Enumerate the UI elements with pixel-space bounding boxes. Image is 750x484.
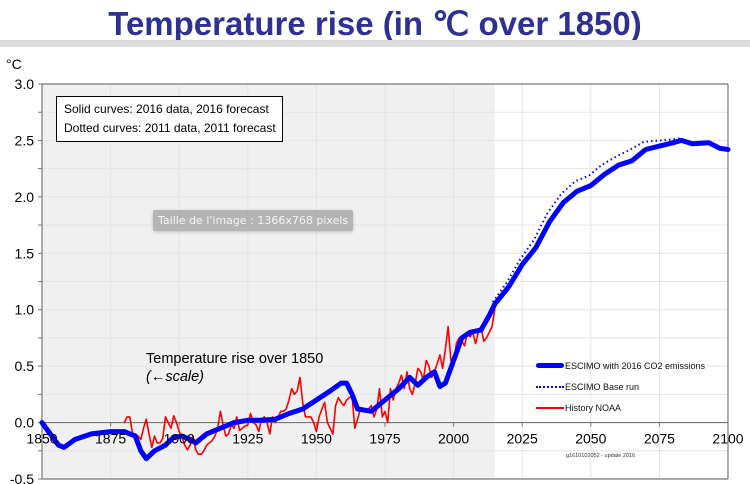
x-tick-label: 1925 [232, 431, 263, 447]
y-tick-label: 1.5 [15, 245, 35, 261]
legend-swatch-red [536, 406, 564, 409]
info-dotted-curves: Dotted curves: 2011 data, 2011 forecast [64, 121, 276, 135]
x-tick-label: 1875 [95, 431, 126, 447]
slide-title: Temperature rise (in ℃ over 1850) [108, 5, 642, 42]
y-tick-label: -0.5 [10, 471, 34, 484]
legend-item-escimo-2016: ESCIMO with 2016 CO2 emissions [536, 355, 705, 376]
image-size-tooltip: Taille de l'image : 1366x768 pixels [153, 210, 354, 231]
x-tick-label: 2000 [438, 431, 469, 447]
info-solid-curves: Solid curves: 2016 data, 2016 forecast [64, 102, 269, 116]
chart-legend: ESCIMO with 2016 CO2 emissions ESCIMO Ba… [536, 355, 705, 418]
x-tick-label: 2050 [575, 431, 606, 447]
series-escimo-base-run [491, 137, 680, 303]
x-tick-label: 2075 [644, 431, 675, 447]
series-lines [39, 137, 731, 462]
legend-item-noaa: History NOAA [536, 397, 705, 418]
annotation-line-2: (←scale) [146, 369, 205, 385]
series-escimo-with-2016-co2-emissions [39, 137, 731, 462]
tick-labels: 3.0 2.5 2.0 1.5 1.0 0.5 0.0 -0.5 1850 1875 1900 192… [10, 76, 744, 484]
x-tick-label: 2100 [712, 431, 743, 447]
legend-swatch-dotted [536, 385, 564, 388]
chart-footnote: g1610102052 - update 2016 [566, 453, 636, 459]
legend-label: History NOAA [565, 402, 622, 413]
y-tick-label: 3.0 [15, 76, 35, 92]
x-tick-label: 1850 [26, 431, 57, 447]
legend-label: ESCIMO with 2016 CO2 emissions [565, 360, 706, 371]
y-tick-label: 2.5 [15, 132, 35, 148]
y-tick-label: 1.0 [15, 302, 35, 318]
y-tick-label: 0.5 [15, 358, 35, 374]
legend-label: ESCIMO Base run [565, 381, 640, 392]
y-axis-unit: °C [6, 56, 22, 72]
x-tick-label: 1950 [301, 431, 332, 447]
legend-swatch-solid-thick [536, 363, 564, 368]
x-tick-label: 1900 [164, 431, 195, 447]
y-tick-label: 2.0 [15, 189, 35, 205]
x-tick-label: 2025 [507, 431, 538, 447]
annotation-line-1: Temperature rise over 1850 [146, 351, 324, 367]
curve-style-info-box: Solid curves: 2016 data, 2016 forecast D… [56, 96, 283, 142]
y-tick-label: 0.0 [15, 415, 35, 431]
chart-annotation: Temperature rise over 1850 (←scale) [146, 350, 323, 386]
title-divider [0, 40, 750, 47]
x-tick-label: 1975 [369, 431, 400, 447]
legend-item-escimo-base: ESCIMO Base run [536, 376, 705, 397]
